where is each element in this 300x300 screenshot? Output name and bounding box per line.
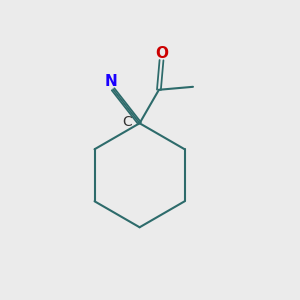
Text: C: C <box>122 115 132 129</box>
Text: N: N <box>104 74 117 89</box>
Text: O: O <box>155 46 168 61</box>
